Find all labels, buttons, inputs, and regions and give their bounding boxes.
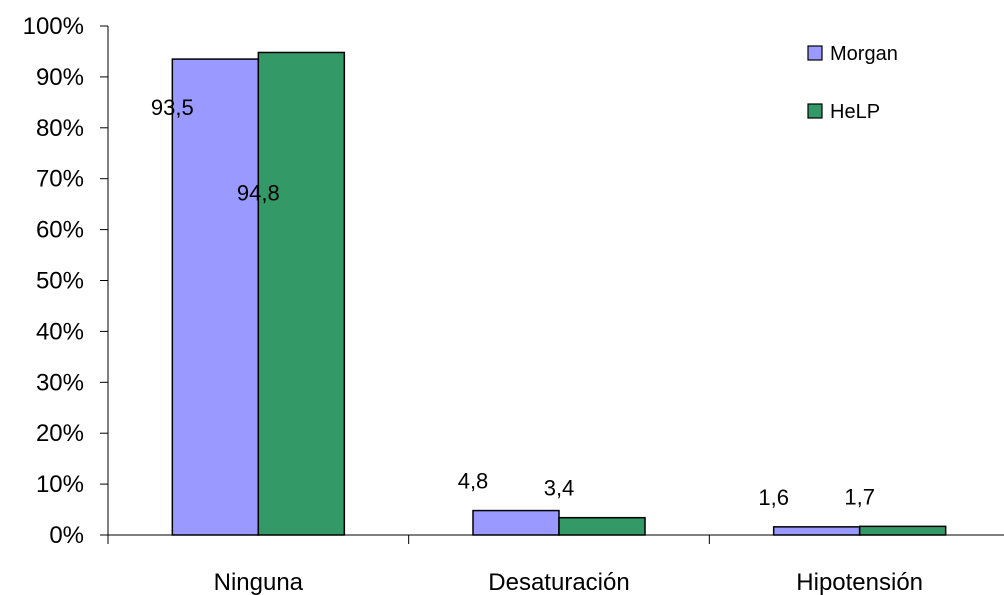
legend-swatch-help [807,103,823,119]
y-tick-label: 80% [36,115,84,142]
y-tick-label: 10% [36,471,84,498]
data-label-help: 94,8 [237,180,280,205]
data-label-help: 1,7 [844,484,875,509]
data-labels: 93,5 94,8 4,8 3,4 1,6 1,7 [151,95,875,510]
y-tick-label: 70% [36,166,84,193]
bar-morgan [171,58,260,536]
legend-swatch-morgan [807,45,823,61]
y-tick-label: 50% [36,268,84,295]
axes: 0% 10% 20% 30% 40% 50% 60% 70% 80% 90% 100% Ninguna… [23,13,1004,595]
data-label-morgan: 93,5 [151,95,194,120]
data-label-morgan: 1,6 [758,485,789,510]
y-tick-label: 20% [36,420,84,447]
x-tick-label: Hipotensión [796,569,923,595]
bar-morgan [472,509,560,536]
x-tick-label: Desaturación [488,569,629,595]
legend-label-help: HeLP [830,101,880,123]
data-label-help: 3,4 [544,476,575,501]
y-tick-label: 90% [36,64,84,91]
legend-label-morgan: Morgan [830,43,898,65]
x-tick-label: Ninguna [214,569,304,595]
bar-morgan [772,526,861,536]
y-tick-label: 40% [36,318,84,345]
y-tick-label: 60% [36,217,84,244]
y-tick-label: 0% [49,522,84,549]
bar-help [558,516,646,536]
bars [171,51,947,536]
legend: Morgan HeLP [807,43,898,123]
y-tick-label: 100% [23,13,84,40]
y-tick-label: 30% [36,369,84,396]
bar-help [858,525,947,536]
data-label-morgan: 4,8 [458,469,489,494]
bar-help [257,51,346,536]
